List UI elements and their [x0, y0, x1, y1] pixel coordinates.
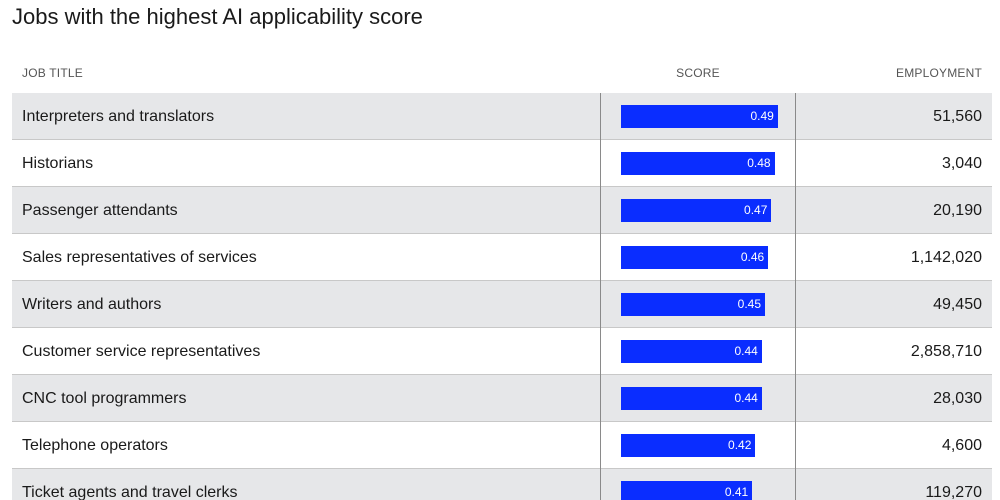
score-cell: 0.41 [600, 469, 796, 500]
score-value-label: 0.45 [737, 297, 761, 311]
table-row: Interpreters and translators 0.49 51,560 [12, 93, 992, 140]
job-title-cell: Interpreters and translators [22, 108, 215, 125]
score-table: Interpreters and translators 0.49 51,560 Hi… [12, 93, 992, 500]
score-cell: 0.47 [600, 187, 796, 234]
job-title-cell: Passenger attendants [22, 202, 178, 219]
score-bar: 0.47 [621, 199, 772, 222]
column-header-job-title: JOB TITLE [22, 66, 83, 80]
score-value-label: 0.48 [747, 156, 771, 170]
employment-cell: 119,270 [925, 484, 982, 500]
employment-cell: 2,858,710 [910, 343, 982, 360]
job-title-cell: Customer service representatives [22, 343, 261, 360]
score-bar: 0.44 [621, 387, 762, 410]
employment-cell: 28,030 [933, 390, 982, 407]
score-value-label: 0.46 [740, 250, 765, 264]
employment-cell: 1,142,020 [910, 249, 982, 266]
score-bar: 0.46 [621, 246, 769, 269]
score-cell: 0.44 [600, 375, 796, 422]
table-row: Historians 0.48 3,040 [12, 140, 992, 187]
score-value-label: 0.44 [734, 344, 758, 358]
table-row: Passenger attendants 0.47 20,190 [12, 187, 992, 234]
score-cell: 0.44 [600, 328, 796, 375]
job-title-cell: Historians [22, 155, 94, 172]
column-header-score: SCORE [676, 66, 720, 80]
employment-cell: 51,560 [933, 108, 982, 125]
score-cell: 0.42 [600, 422, 796, 469]
table-row: Sales representatives of services 0.46 1,1… [12, 234, 992, 281]
score-bar: 0.44 [621, 340, 762, 363]
score-bar: 0.48 [621, 152, 775, 175]
score-bar: 0.41 [621, 481, 753, 500]
employment-cell: 49,450 [933, 296, 982, 313]
score-cell: 0.48 [600, 140, 796, 187]
table-row: CNC tool programmers 0.44 28,030 [12, 375, 992, 422]
chart-title: Jobs with the highest AI applicability s… [12, 4, 423, 29]
employment-cell: 3,040 [941, 155, 982, 172]
employment-cell: 4,600 [941, 437, 982, 454]
score-value-label: 0.49 [750, 109, 774, 123]
score-value-label: 0.47 [744, 203, 768, 217]
score-cell: 0.45 [600, 281, 796, 328]
column-header-employment: EMPLOYMENT [895, 66, 982, 80]
table-row: Telephone operators 0.42 4,600 [12, 422, 992, 469]
score-value-label: 0.42 [728, 438, 752, 452]
table-row: Ticket agents and travel clerks 0.41 119,2… [12, 469, 992, 500]
score-cell: 0.46 [600, 234, 796, 281]
score-bar: 0.42 [621, 434, 756, 457]
job-title-cell: Writers and authors [22, 296, 162, 313]
score-cell: 0.49 [600, 93, 796, 140]
job-title-cell: Ticket agents and travel clerks [22, 484, 238, 500]
job-title-cell: Telephone operators [22, 437, 168, 454]
job-title-cell: CNC tool programmers [22, 390, 187, 407]
job-title-cell: Sales representatives of services [22, 249, 257, 266]
employment-cell: 20,190 [933, 202, 982, 219]
score-bar: 0.45 [621, 293, 765, 316]
table-row: Writers and authors 0.45 49,450 [12, 281, 992, 328]
score-value-label: 0.41 [724, 485, 749, 499]
score-bar: 0.49 [621, 105, 778, 128]
table-row: Customer service representatives 0.44 2,85… [12, 328, 992, 375]
score-value-label: 0.44 [734, 391, 758, 405]
